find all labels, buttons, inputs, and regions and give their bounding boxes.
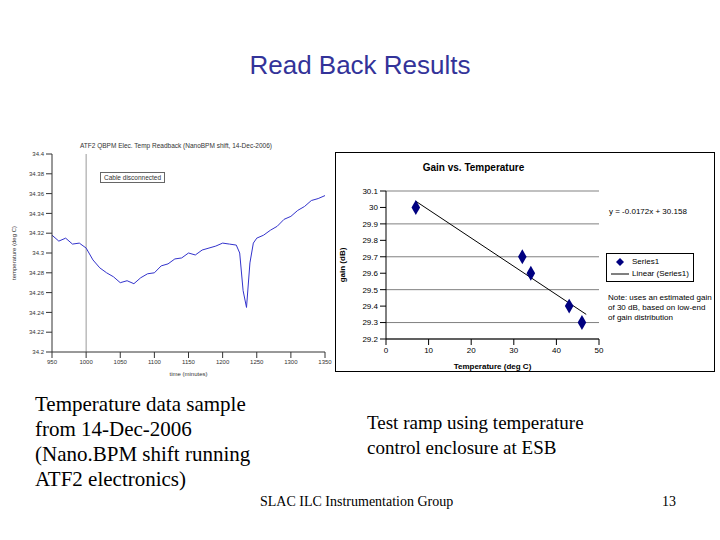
svg-text:29.8: 29.8 — [362, 236, 378, 245]
svg-text:29.6: 29.6 — [362, 269, 378, 278]
html-text:Note: uses an estimated gain o: Note: uses an estimated gain of 30 dB, b… — [608, 293, 712, 322]
svg-text:34.4: 34.4 — [32, 151, 44, 157]
svg-text:30: 30 — [369, 203, 378, 212]
svg-text:time (minutes): time (minutes) — [169, 371, 207, 377]
html-text:ATF2 QBPM Elec. Temp Readback: ATF2 QBPM Elec. Temp Readback (NanoBPM s… — [80, 142, 272, 149]
svg-text:34.3: 34.3 — [32, 250, 44, 256]
svg-text:temperature (deg C): temperature (deg C) — [11, 226, 17, 280]
svg-text:30: 30 — [509, 346, 518, 355]
html-text:SLAC ILC Instrumentation Group: SLAC ILC Instrumentation Group — [260, 494, 454, 509]
svg-text:1100: 1100 — [148, 359, 162, 365]
svg-text:1350: 1350 — [318, 359, 332, 365]
html-text:from 14-Dec-2006: from 14-Dec-2006 — [35, 417, 192, 441]
svg-text:34.28: 34.28 — [29, 270, 45, 276]
html-text:y = -0.0172x + 30.158: y = -0.0172x + 30.158 — [609, 207, 687, 216]
svg-text:34.2: 34.2 — [32, 349, 44, 355]
svg-text:29.4: 29.4 — [362, 302, 378, 311]
svg-text:1200: 1200 — [216, 359, 230, 365]
svg-text:34.38: 34.38 — [29, 171, 45, 177]
svg-text:50: 50 — [595, 346, 604, 355]
svg-text:34.36: 34.36 — [29, 191, 45, 197]
svg-text:950: 950 — [47, 359, 58, 365]
html-text:Cable disconnected: Cable disconnected — [104, 174, 162, 181]
svg-text:1050: 1050 — [114, 359, 128, 365]
html-text:ATF2 electronics): ATF2 electronics) — [35, 467, 186, 491]
html-text:Gain vs. Temperature: Gain vs. Temperature — [422, 162, 525, 173]
html-text:(Nano.BPM shift running: (Nano.BPM shift running — [35, 442, 251, 466]
svg-text:1000: 1000 — [79, 359, 93, 365]
svg-text:gain (dB): gain (dB) — [338, 247, 347, 282]
svg-text:1250: 1250 — [250, 359, 264, 365]
svg-text:1300: 1300 — [284, 359, 298, 365]
svg-text:Temperature (deg C): Temperature (deg C) — [454, 362, 532, 371]
svg-text:29.2: 29.2 — [362, 335, 378, 344]
html-text:Temperature data sample: Temperature data sample — [35, 392, 246, 416]
html-text:Series1: Series1 — [632, 257, 660, 266]
svg-text:30.1: 30.1 — [362, 187, 378, 196]
svg-text:34.32: 34.32 — [29, 230, 45, 236]
html-text:Linear (Series1): Linear (Series1) — [632, 269, 689, 278]
svg-text:34.26: 34.26 — [29, 290, 45, 296]
svg-text:1150: 1150 — [182, 359, 196, 365]
svg-text:34.24: 34.24 — [29, 310, 45, 316]
svg-text:0: 0 — [384, 346, 389, 355]
svg-text:29.3: 29.3 — [362, 318, 378, 327]
svg-text:29.5: 29.5 — [362, 286, 378, 295]
svg-text:29.9: 29.9 — [362, 220, 378, 229]
svg-text:20: 20 — [467, 346, 476, 355]
svg-text:10: 10 — [424, 346, 433, 355]
svg-text:40: 40 — [552, 346, 561, 355]
html-text:Test ramp using temperature: Test ramp using temperature — [367, 412, 584, 433]
svg-text:34.22: 34.22 — [29, 329, 45, 335]
html-text:control enclosure at ESB: control enclosure at ESB — [367, 437, 557, 458]
svg-text:29.7: 29.7 — [362, 253, 378, 262]
svg-text:34.34: 34.34 — [29, 211, 45, 217]
html-text:Read Back Results: Read Back Results — [249, 50, 471, 80]
html-text:13: 13 — [662, 494, 676, 509]
